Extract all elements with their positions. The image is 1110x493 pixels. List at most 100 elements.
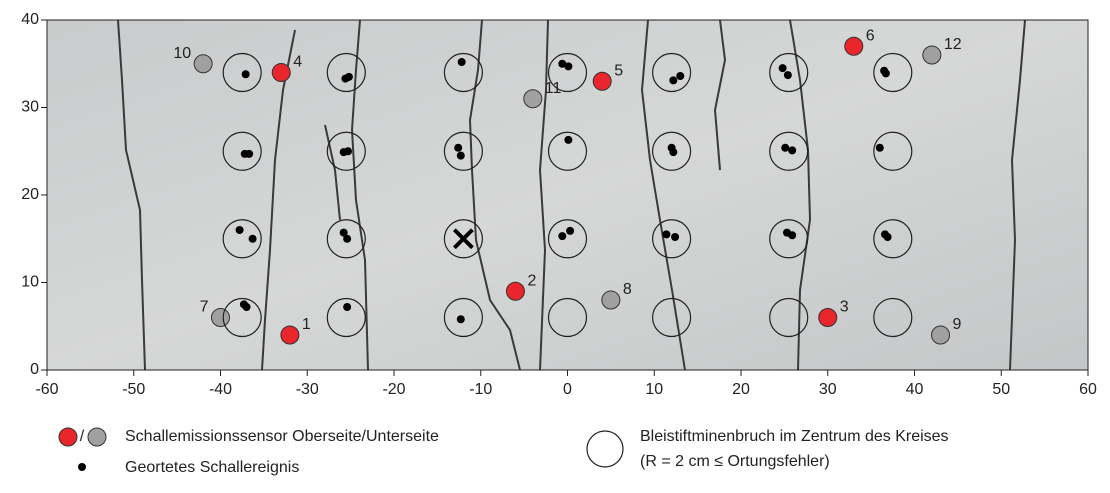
located-event <box>235 226 244 234</box>
located-event <box>245 149 254 158</box>
sensor <box>505 281 525 301</box>
x-tick-label: 60 <box>1079 381 1097 398</box>
pencil-break-ring <box>651 219 692 259</box>
sensor <box>592 71 612 91</box>
pencil-break-ring <box>651 52 692 93</box>
pencil-break-ring <box>651 131 692 171</box>
located-event <box>454 143 463 152</box>
sensor-label: 11 <box>545 80 562 97</box>
legend-marker <box>87 427 107 447</box>
x-tick-label: 30 <box>819 381 837 398</box>
legend-note: (R = 2 cm ≤ Ortungsfehler) <box>640 453 830 470</box>
legend-marker <box>58 427 78 447</box>
located-event <box>781 143 790 152</box>
located-event <box>343 303 352 311</box>
x-tick-label: 40 <box>906 381 924 398</box>
located-event <box>778 64 787 73</box>
located-event <box>343 234 352 243</box>
cross-mark <box>452 228 474 250</box>
x-tick-label: -30 <box>296 381 319 398</box>
pencil-break-ring <box>769 219 809 259</box>
sensor <box>844 36 864 56</box>
sensor-label: 5 <box>614 62 623 79</box>
sensor <box>523 89 543 109</box>
legend-label: Bleistiftminenbruch im Zentrum des Kreis… <box>640 428 949 445</box>
sensor <box>922 45 942 65</box>
pencil-break-ring <box>547 219 588 259</box>
pencil-break-ring <box>547 297 588 338</box>
sensor-label: 9 <box>953 316 962 333</box>
x-tick-label: -40 <box>209 381 232 398</box>
sensor-label: 12 <box>944 36 962 53</box>
cracks <box>117 19 1026 371</box>
sensor-label: 1 <box>302 316 311 333</box>
sensor <box>211 308 230 327</box>
pencil-break-ring <box>547 52 588 93</box>
located-event <box>242 303 251 311</box>
x-tick-label: 20 <box>732 381 750 398</box>
pencil-break-ring <box>873 131 913 171</box>
located-event <box>564 135 573 144</box>
sensor-label: 10 <box>173 45 191 62</box>
sensor-label: 2 <box>527 272 536 289</box>
y-tick-label: 10 <box>21 274 39 291</box>
x-tick-label: 10 <box>645 381 663 398</box>
pencil-break-ring <box>873 52 913 93</box>
located-event <box>676 72 685 80</box>
pencil-break-ring <box>222 297 262 338</box>
pencil-break-ring <box>769 131 809 171</box>
y-tick-label: 40 <box>21 11 39 28</box>
pencil-break-ring <box>873 219 913 259</box>
located-event <box>456 151 465 160</box>
y-tick-label: 30 <box>21 99 39 116</box>
located-event <box>564 62 573 71</box>
sensor <box>818 308 838 327</box>
pencil-break-ring <box>443 297 483 338</box>
pencil-break-ring <box>326 297 366 338</box>
located-event <box>671 233 680 241</box>
legend-label: Geortetes Schallereignis <box>125 459 299 476</box>
y-tick-label: 0 <box>30 361 39 378</box>
legend-marker <box>586 430 624 468</box>
sensor-label: 6 <box>866 27 875 44</box>
pencil-break-ring <box>222 131 262 171</box>
located-event <box>456 315 465 324</box>
pencil-break-ring <box>873 297 913 338</box>
x-tick-label: -20 <box>382 381 405 398</box>
x-tick-label: -50 <box>122 381 145 398</box>
sensor <box>271 63 291 82</box>
located-event <box>344 72 353 81</box>
located-event <box>344 147 353 156</box>
sensor <box>601 290 621 310</box>
legend-marker <box>78 463 86 471</box>
x-tick-label: -60 <box>35 381 58 398</box>
located-event <box>881 69 890 78</box>
located-event <box>788 146 797 155</box>
sensor <box>193 54 213 74</box>
pencil-break-ring <box>326 131 366 171</box>
located-event <box>662 230 671 239</box>
legend-label: Schallemissionssensor Oberseite/Untersei… <box>125 428 439 445</box>
x-tick-label: 0 <box>563 381 572 398</box>
plot-frame <box>46 19 1089 371</box>
located-event <box>241 70 250 79</box>
pencil-break-ring <box>547 131 588 171</box>
located-event <box>558 232 567 241</box>
pencil-break-ring <box>326 52 366 93</box>
pencil-break-ring <box>222 219 262 259</box>
located-event <box>566 226 575 235</box>
pencil-break-ring <box>651 297 692 338</box>
pencil-break-ring <box>769 52 809 93</box>
pencil-break-ring <box>443 131 483 171</box>
pencil-break-ring <box>769 297 809 338</box>
located-event <box>669 148 678 157</box>
y-tick-label: 20 <box>21 186 39 203</box>
sensor-label: 4 <box>293 54 302 71</box>
located-event <box>248 234 257 243</box>
located-event <box>788 231 797 240</box>
x-tick-label: 50 <box>992 381 1010 398</box>
located-event <box>669 76 678 85</box>
located-event <box>783 71 792 80</box>
sensor <box>931 325 951 345</box>
